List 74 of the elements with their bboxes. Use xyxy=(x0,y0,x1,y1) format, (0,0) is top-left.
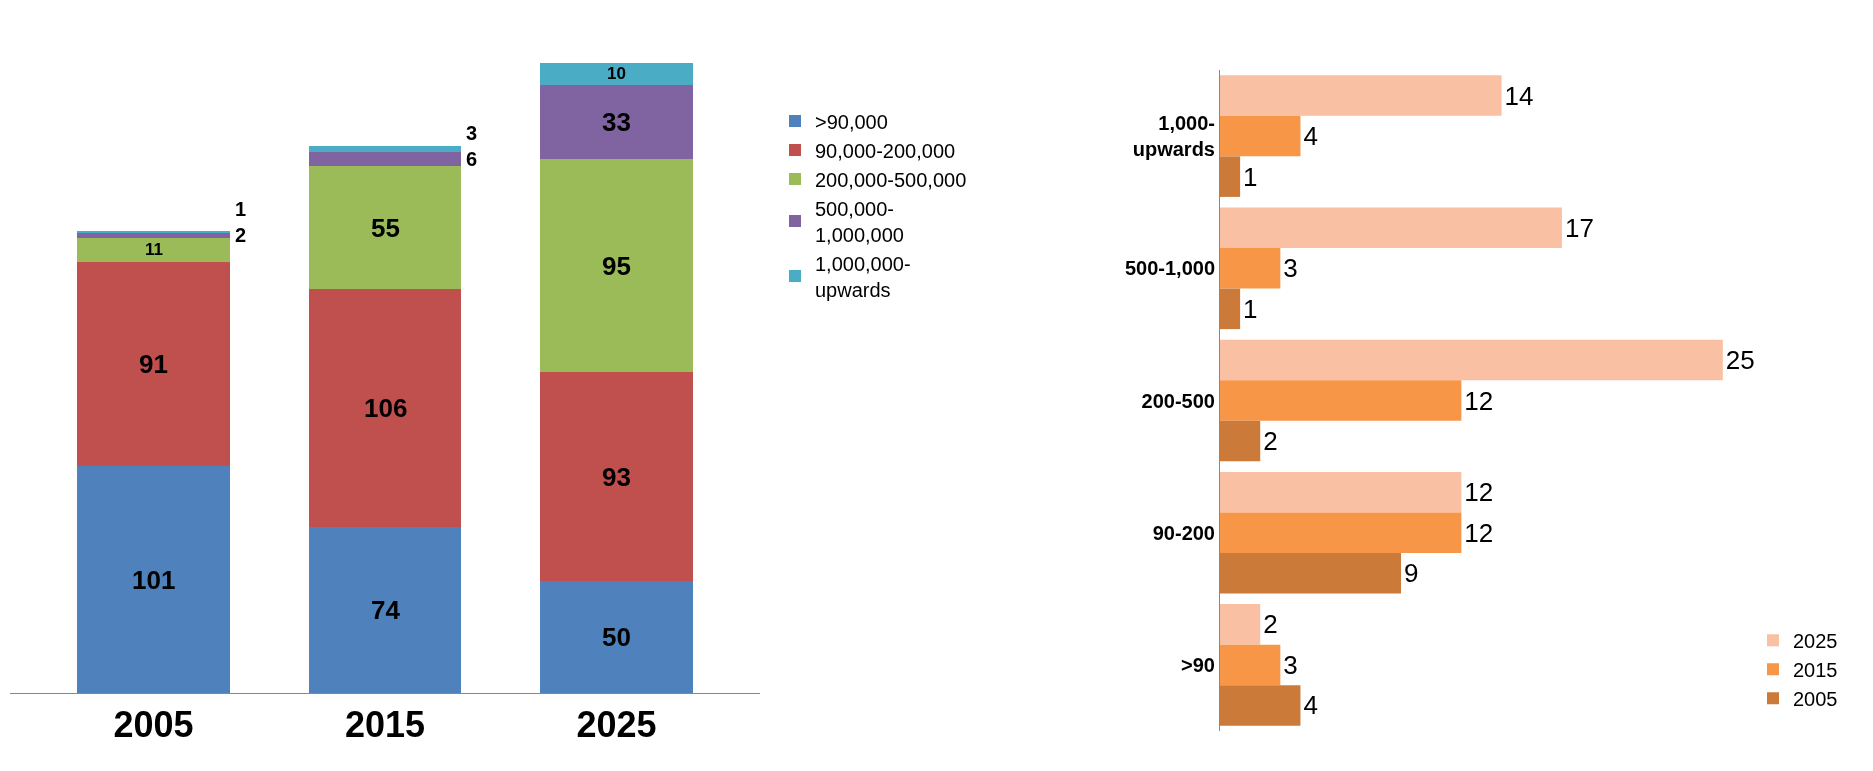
bar xyxy=(1220,644,1281,686)
data-label: 12 xyxy=(1464,385,1494,416)
bar xyxy=(77,262,230,467)
bar xyxy=(1220,248,1281,289)
data-label: 33 xyxy=(602,107,631,137)
bar xyxy=(77,466,230,693)
data-label: 14 xyxy=(1504,80,1534,111)
y-tick-label: >90 xyxy=(1181,653,1215,676)
data-label: 93 xyxy=(602,462,631,492)
data-label: 55 xyxy=(371,213,400,243)
data-label: 4 xyxy=(1303,690,1318,721)
bar xyxy=(1220,75,1502,116)
x-tick-label: 2015 xyxy=(344,704,426,746)
bar xyxy=(1220,156,1241,197)
data-label: 3 xyxy=(466,122,478,144)
data-label: 3 xyxy=(1283,649,1298,680)
legend-label: 2015 xyxy=(1793,659,1838,682)
bar xyxy=(1220,339,1723,381)
data-label: 74 xyxy=(371,595,401,625)
bar xyxy=(1220,115,1301,157)
data-label: 1 xyxy=(1243,161,1258,192)
data-label: 17 xyxy=(1564,212,1594,243)
data-label: 2 xyxy=(1263,609,1278,640)
x-tick-label: 2005 xyxy=(113,704,194,746)
bar xyxy=(1220,512,1462,553)
data-label: 9 xyxy=(1404,558,1419,589)
bar xyxy=(77,237,230,263)
bar xyxy=(540,580,693,693)
bar xyxy=(540,372,693,581)
data-label: 106 xyxy=(364,393,408,423)
data-label: 1 xyxy=(235,198,247,220)
bar xyxy=(1220,380,1462,421)
bar xyxy=(1220,288,1241,330)
bar xyxy=(308,526,462,693)
y-tick-label: 1,000-upwards xyxy=(1132,112,1215,161)
data-label: 2 xyxy=(235,224,247,246)
data-label: 6 xyxy=(466,148,478,170)
bar xyxy=(308,165,462,290)
bar xyxy=(1220,685,1301,726)
legend-label: 2025 xyxy=(1793,630,1838,653)
legend-label: >90,000 xyxy=(815,110,888,133)
data-label: 3 xyxy=(1283,253,1298,284)
legend-label: 200,000-500,000 xyxy=(815,168,967,191)
bar xyxy=(1220,420,1261,462)
y-tick-label: 200-500 xyxy=(1141,389,1215,412)
data-label: 50 xyxy=(602,622,631,652)
data-label: 91 xyxy=(139,349,168,379)
bar xyxy=(1220,207,1562,249)
data-label: 11 xyxy=(145,240,163,259)
bar xyxy=(540,159,693,373)
bar xyxy=(308,289,462,527)
data-label: 4 xyxy=(1303,121,1318,152)
data-label: 1 xyxy=(1243,293,1258,324)
x-tick-label: 2025 xyxy=(576,704,657,746)
legend-label: 90,000-200,000 xyxy=(815,139,956,162)
bar xyxy=(540,62,693,86)
data-label: 95 xyxy=(602,251,631,281)
data-label: 12 xyxy=(1464,517,1494,548)
bar xyxy=(1220,604,1261,645)
data-label: 2 xyxy=(1263,426,1278,457)
bar xyxy=(1220,552,1402,594)
legend-label: 1,000,000-upwards xyxy=(815,252,911,301)
bar xyxy=(308,152,462,166)
data-label: 25 xyxy=(1725,344,1755,375)
data-label: 10 xyxy=(607,64,626,83)
data-label: 101 xyxy=(132,565,176,595)
legend-label: 2005 xyxy=(1793,688,1838,711)
y-tick-label: 90-200 xyxy=(1152,521,1215,544)
bar xyxy=(77,233,230,238)
data-label: 12 xyxy=(1464,477,1494,508)
bar xyxy=(540,85,693,160)
legend-label: 500,000-1,000,000 xyxy=(815,197,904,246)
bar xyxy=(1220,471,1462,513)
y-tick-label: 500-1,000 xyxy=(1124,257,1215,280)
